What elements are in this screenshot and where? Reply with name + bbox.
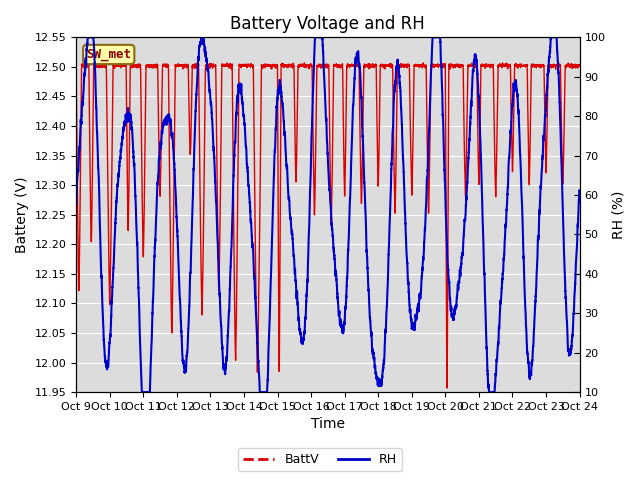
Y-axis label: RH (%): RH (%) [611, 191, 625, 239]
Text: SW_met: SW_met [86, 48, 131, 61]
Legend: BattV, RH: BattV, RH [238, 448, 402, 471]
X-axis label: Time: Time [311, 418, 345, 432]
Title: Battery Voltage and RH: Battery Voltage and RH [230, 15, 425, 33]
Y-axis label: Battery (V): Battery (V) [15, 177, 29, 253]
